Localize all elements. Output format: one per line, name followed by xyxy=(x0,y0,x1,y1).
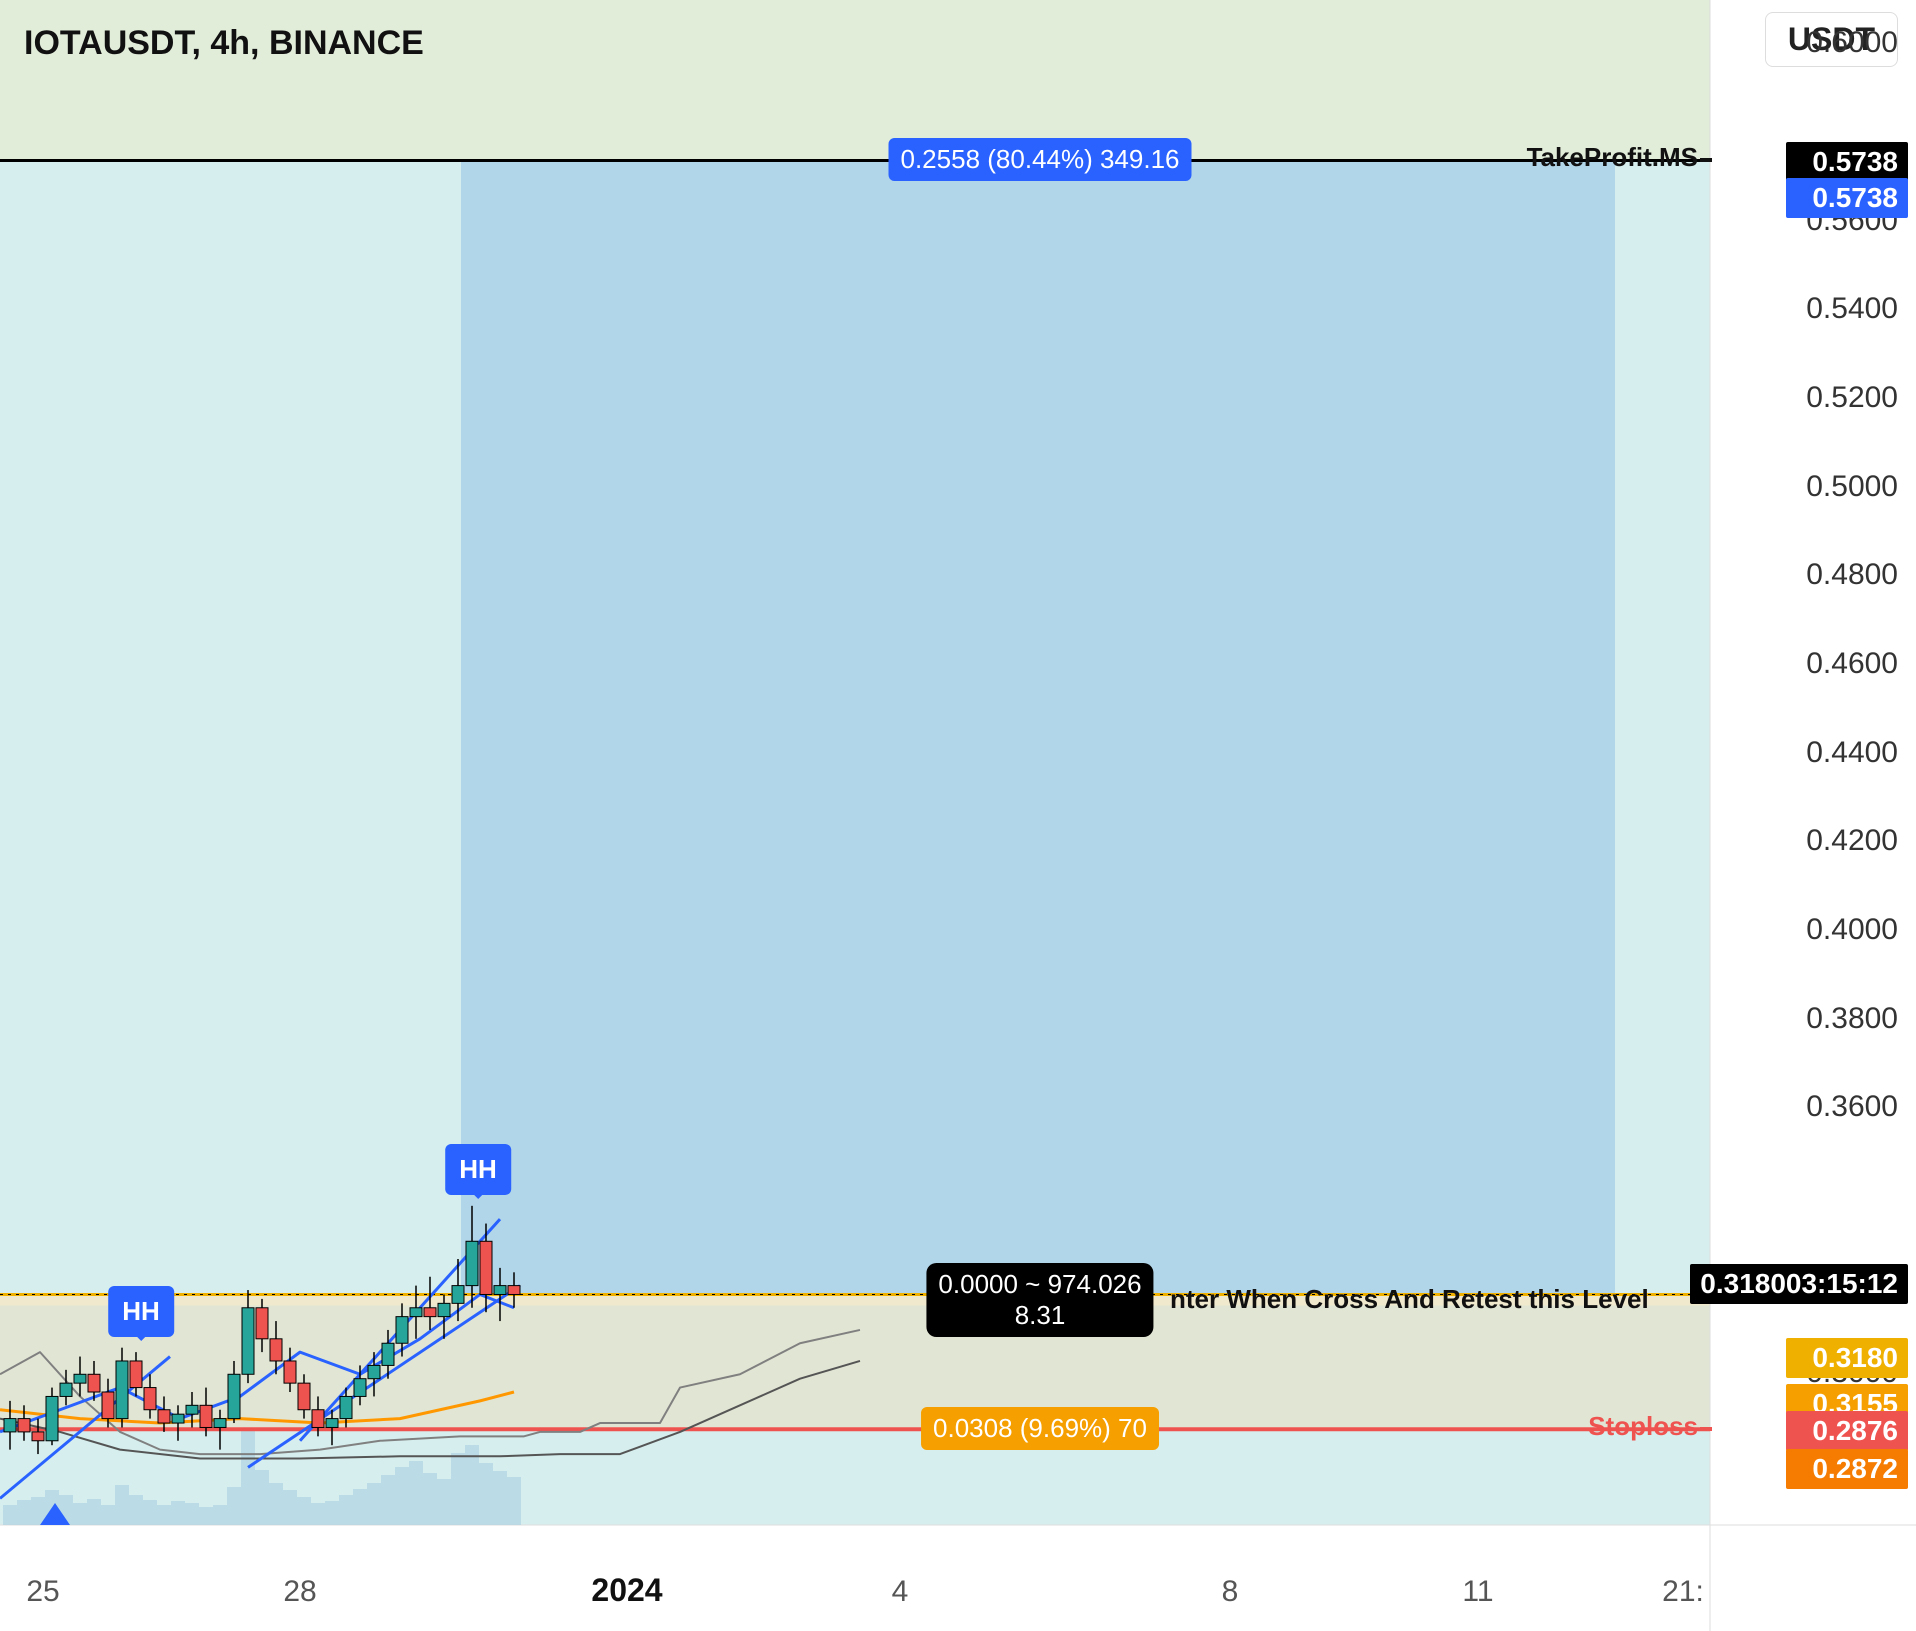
price-tick: 0.4800 xyxy=(1806,558,1898,592)
time-tick: 21: xyxy=(1662,1575,1704,1609)
hh-flag: HH xyxy=(108,1286,174,1337)
annotation-badge[interactable]: 0.2558 (80.44%) 349.16 xyxy=(889,138,1192,181)
time-tick: 25 xyxy=(26,1575,59,1609)
price-tick: 0.5000 xyxy=(1806,470,1898,504)
stoploss-label: Stoploss xyxy=(1588,1411,1698,1442)
time-tick: 28 xyxy=(283,1575,316,1609)
entry-instruction: nter When Cross And Retest this Level xyxy=(1170,1284,1649,1315)
price-tick: 0.4600 xyxy=(1806,647,1898,681)
time-tick: 2024 xyxy=(591,1572,662,1609)
price-tag: 0.5738 xyxy=(1786,178,1908,218)
time-tick: 4 xyxy=(892,1575,909,1609)
price-tag: 0.2876 xyxy=(1786,1411,1908,1451)
price-tick: 0.4200 xyxy=(1806,824,1898,858)
take-profit-label: TakeProfit.MS xyxy=(1527,142,1698,173)
chart-overlay-svg[interactable] xyxy=(0,0,1916,1631)
annotation-badge[interactable]: 0.0000 ~ 974.0268.31 xyxy=(926,1263,1153,1337)
price-tick: 0.5200 xyxy=(1806,381,1898,415)
price-tick: 0.5400 xyxy=(1806,292,1898,326)
time-tick: 11 xyxy=(1462,1575,1493,1609)
price-tag: 0.3180 xyxy=(1786,1338,1908,1378)
price-tick: 0.6000 xyxy=(1806,26,1898,60)
symbol-header: IOTAUSDT, 4h, BINANCE xyxy=(24,24,424,63)
price-tag: 0.5738 xyxy=(1786,142,1908,182)
trading-chart-root: IOTAUSDT, 4h, BINANCE USDT 0.60000.56000… xyxy=(0,0,1916,1631)
price-tag: 0.318003:15:12 xyxy=(1690,1264,1908,1304)
price-tick: 0.3600 xyxy=(1806,1090,1898,1124)
annotation-badge[interactable]: 0.0308 (9.69%) 70 xyxy=(921,1407,1159,1450)
hh-flag: HH xyxy=(445,1144,511,1195)
time-tick: 8 xyxy=(1222,1575,1239,1609)
price-tag: 0.2872 xyxy=(1786,1449,1908,1489)
price-tick: 0.4400 xyxy=(1806,736,1898,770)
price-tick: 0.4000 xyxy=(1806,913,1898,947)
price-tick: 0.3800 xyxy=(1806,1002,1898,1036)
